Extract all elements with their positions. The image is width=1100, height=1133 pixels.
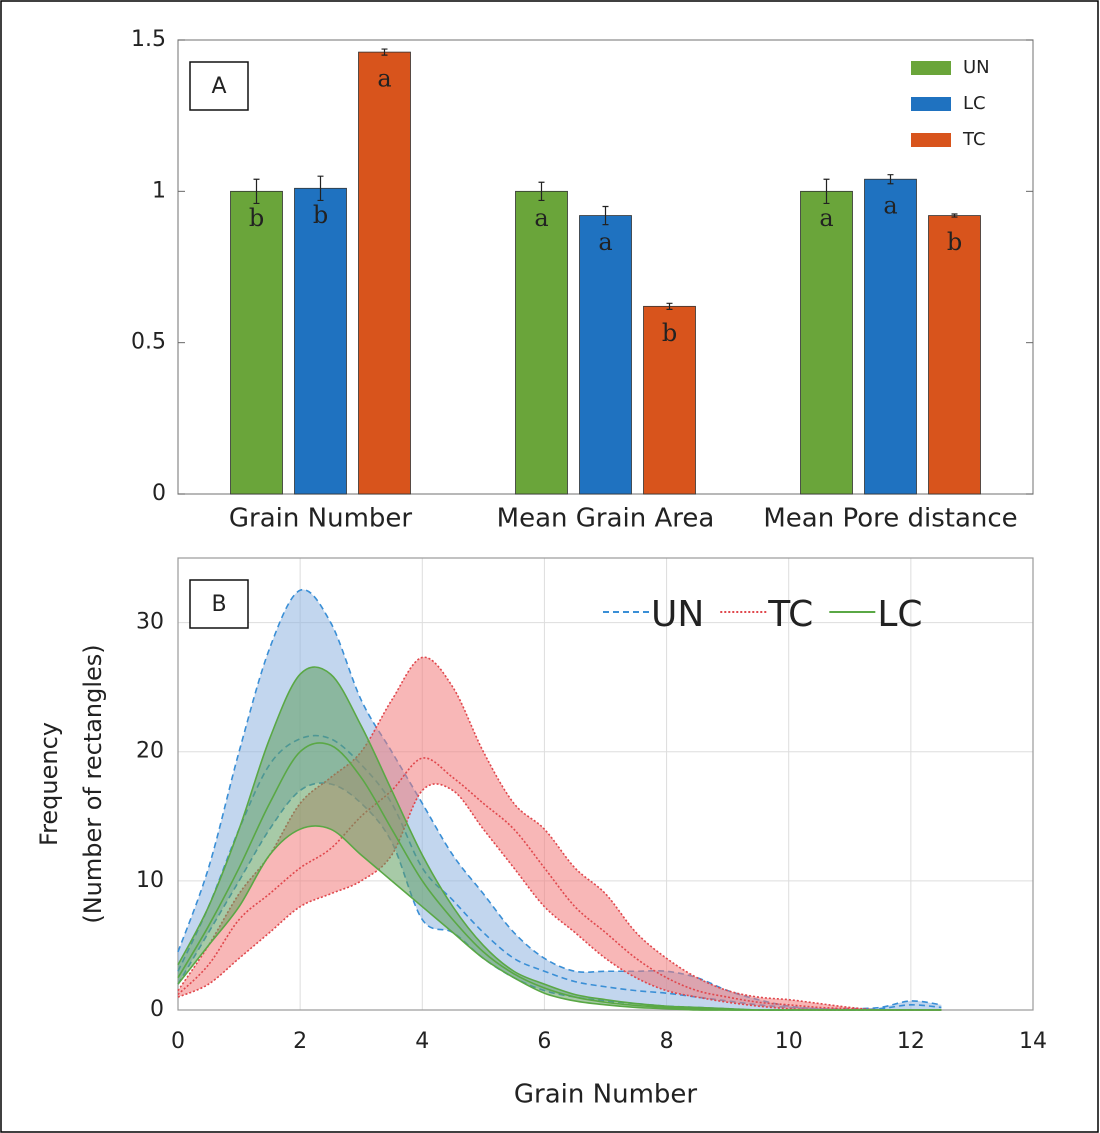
bar xyxy=(643,305,696,495)
x-tick-label: Grain Number xyxy=(229,504,412,534)
bar xyxy=(864,178,917,495)
x-tick-label: 6 xyxy=(537,1029,551,1054)
error-bar xyxy=(602,205,609,226)
legend-key xyxy=(911,97,951,111)
legend-key xyxy=(911,61,951,75)
y-axis-label: (Number of rectangles) xyxy=(79,644,107,923)
series-line xyxy=(177,757,942,1011)
x-tick-label: 14 xyxy=(1019,1029,1047,1054)
legend-label: UN xyxy=(651,594,704,635)
error-bar xyxy=(538,181,545,202)
y-tick-label: 0 xyxy=(150,997,164,1022)
band-edge xyxy=(177,783,942,1011)
error-bar xyxy=(887,174,894,185)
bar xyxy=(800,190,853,495)
y-tick-label: 0 xyxy=(152,481,166,506)
significance-letter: b xyxy=(249,204,264,232)
bar xyxy=(515,190,568,495)
y-tick-label: 30 xyxy=(136,610,164,635)
significance-letter: a xyxy=(819,204,833,232)
y-tick-label: 1 xyxy=(152,178,166,203)
bar xyxy=(579,215,632,495)
significance-letter: a xyxy=(598,228,612,256)
panel-label: A xyxy=(211,74,226,99)
x-tick-label: Mean Grain Area xyxy=(497,504,715,534)
x-axis-label: Grain Number xyxy=(514,1080,697,1110)
panel-label-box xyxy=(189,579,249,629)
significance-letter: a xyxy=(883,192,897,220)
panel-label: B xyxy=(211,592,226,617)
x-tick-label: 12 xyxy=(897,1029,925,1054)
bar xyxy=(928,215,981,495)
x-tick-label: 8 xyxy=(660,1029,674,1054)
significance-letter: b xyxy=(313,201,328,229)
x-tick-label: 4 xyxy=(415,1029,429,1054)
plot-frame xyxy=(177,557,1034,1011)
error-bar xyxy=(317,175,324,202)
series-line xyxy=(177,742,942,1011)
significance-letter: a xyxy=(377,65,391,93)
significance-letter: b xyxy=(662,319,677,347)
legend-label: LC xyxy=(877,594,922,635)
x-tick-label: Mean Pore distance xyxy=(763,504,1017,534)
band-edge xyxy=(177,588,942,1010)
error-bar xyxy=(823,178,830,205)
bar xyxy=(358,51,411,495)
x-tick-label: 0 xyxy=(171,1029,185,1054)
y-axis-label: Frequency xyxy=(35,722,63,846)
y-tick-label: 1.5 xyxy=(131,27,166,52)
significance-letter: b xyxy=(947,228,962,256)
y-tick-label: 10 xyxy=(136,868,164,893)
legend-label: TC xyxy=(767,594,813,635)
significance-letter: a xyxy=(534,204,548,232)
y-tick-label: 0.5 xyxy=(131,330,166,355)
error-bar xyxy=(381,48,388,56)
y-tick-label: 20 xyxy=(136,739,164,764)
x-tick-label: 2 xyxy=(293,1029,307,1054)
band xyxy=(178,666,942,1011)
legend-label: LC xyxy=(963,93,986,114)
bar xyxy=(230,190,283,495)
legend-label: UN xyxy=(963,57,990,78)
legend-key xyxy=(911,133,951,147)
error-bar xyxy=(253,178,260,205)
error-bar xyxy=(666,302,673,310)
panel-label-box xyxy=(189,61,249,111)
legend-label: TC xyxy=(962,129,986,150)
bar xyxy=(294,187,347,495)
x-tick-label: 10 xyxy=(775,1029,803,1054)
error-bar xyxy=(951,213,958,218)
